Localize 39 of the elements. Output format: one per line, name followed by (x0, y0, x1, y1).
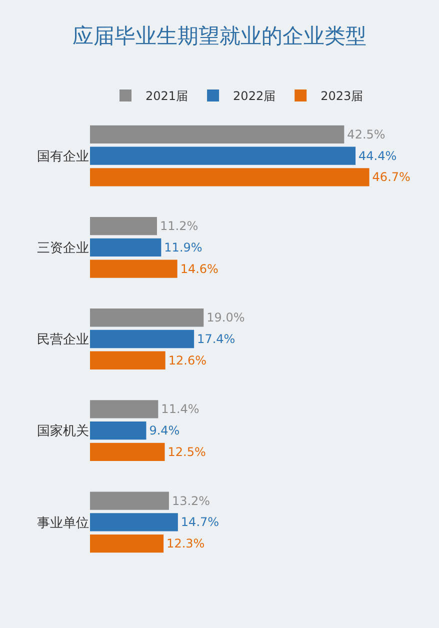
y-tick-label: 民营企业 (37, 332, 89, 348)
data-label: 46.7% (372, 170, 410, 184)
legend-label: 2022届 (233, 89, 276, 104)
bar (90, 308, 204, 327)
bar (90, 125, 344, 144)
data-label: 42.5% (347, 127, 386, 142)
bar (90, 442, 165, 462)
data-label: 13.2% (172, 494, 210, 508)
data-label: 14.7% (180, 515, 220, 530)
y-tick-label: 国有企业 (37, 149, 89, 164)
data-label: 11.4% (161, 402, 200, 416)
legend-label: 2021届 (146, 89, 188, 104)
chart-title: 应届毕业生期望就业的企业类型 (72, 24, 366, 48)
legend-label: 2023届 (320, 89, 364, 104)
bar (90, 216, 157, 236)
data-label: 12.3% (166, 536, 205, 551)
bar (90, 534, 164, 553)
data-label: 11.9% (164, 240, 202, 254)
data-label: 9.4% (149, 424, 180, 438)
data-label: 17.4% (197, 332, 236, 346)
data-label: 11.2% (160, 219, 198, 234)
bar (90, 513, 178, 532)
y-tick-label: 国家机关 (37, 423, 89, 440)
data-label: 44.4% (358, 148, 397, 163)
bar (90, 422, 146, 440)
data-label: 12.6% (168, 353, 206, 368)
data-label: 12.5% (168, 444, 206, 459)
bar (90, 168, 370, 186)
bar (90, 260, 178, 278)
bar (90, 492, 169, 510)
bar (90, 146, 356, 165)
bar (90, 330, 194, 348)
bar (90, 400, 158, 418)
y-tick-label: 事业单位 (37, 516, 89, 531)
data-label: 14.6% (180, 262, 218, 276)
bar (90, 351, 166, 370)
data-label: 19.0% (206, 310, 245, 325)
y-tick-label: 三资企业 (37, 240, 89, 256)
bar (90, 238, 162, 256)
